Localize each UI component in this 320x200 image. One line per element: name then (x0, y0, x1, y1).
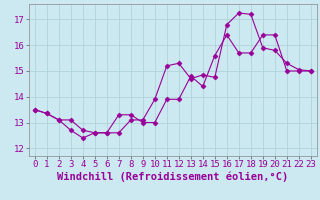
X-axis label: Windchill (Refroidissement éolien,°C): Windchill (Refroidissement éolien,°C) (57, 172, 288, 182)
